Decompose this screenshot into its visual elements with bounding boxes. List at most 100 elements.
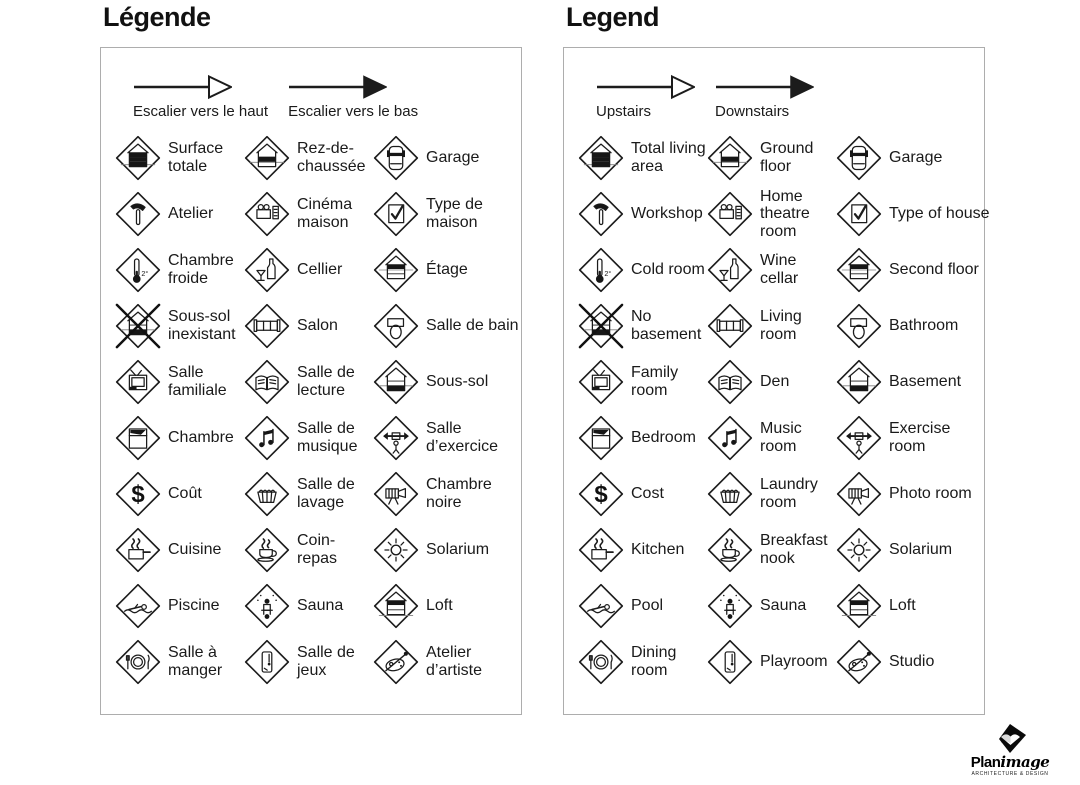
legend-item-label: Salle de musique <box>297 420 358 455</box>
legend-item-label: Wine cellar <box>760 252 799 287</box>
legend-item-home-theatre: Cinéma maison <box>244 186 373 242</box>
breakfast-nook-icon <box>707 527 753 573</box>
workshop-icon <box>578 191 624 237</box>
legend-item-sauna: Sauna <box>707 578 836 634</box>
legend-item-label: Chambre froide <box>168 252 234 287</box>
legend-item-label: Atelier <box>168 205 214 223</box>
legend-item-label: Studio <box>889 653 935 671</box>
legend-item-type-of-house: Type of house <box>836 186 991 242</box>
legend-item-label: Photo room <box>889 485 972 503</box>
bathroom-icon <box>836 303 882 349</box>
legend-item-home-theatre: Home theatre room <box>707 186 836 242</box>
stair-arrow-label: Downstairs <box>715 103 790 120</box>
legend-item-label: Chambre noire <box>426 476 492 511</box>
home-theatre-icon <box>707 191 753 237</box>
legend-item-label: Cuisine <box>168 541 222 559</box>
legend-item-label: Bathroom <box>889 317 959 335</box>
cold-room-icon: 2° <box>578 247 624 293</box>
cold-room-icon: 2° <box>115 247 161 293</box>
legend-item-type-of-house: Type de maison <box>373 186 528 242</box>
legend-item-solarium: Solarium <box>373 522 528 578</box>
legend-item-label: Laundry room <box>760 476 818 511</box>
legend-item-music-room: Salle de musique <box>244 410 373 466</box>
legend-item-solarium: Solarium <box>836 522 991 578</box>
legend-item-label: Type of house <box>889 205 990 223</box>
legend-item-label: Cinéma maison <box>297 196 353 231</box>
legend-item-laundry-room: Salle de lavage <box>244 466 373 522</box>
pool-icon <box>578 583 624 629</box>
legend-item-cold-room: 2° Cold room <box>578 242 707 298</box>
upstairs-arrow-icon <box>134 74 232 100</box>
legend-item-dining-room: Salle à manger <box>115 634 244 690</box>
legend-item-ground-floor: Ground floor <box>707 130 836 186</box>
svg-text:2°: 2° <box>141 270 148 278</box>
music-room-icon <box>707 415 753 461</box>
logo-word-image: image <box>1000 753 1050 771</box>
stair-arrows: Escalier vers le haut Escalier vers le ba… <box>133 74 521 120</box>
legend-item-breakfast-nook: Coin-repas <box>244 522 373 578</box>
legend-item-label: Basement <box>889 373 962 391</box>
legend-item-playroom: Playroom <box>707 634 836 690</box>
legend-item-laundry-room: Laundry room <box>707 466 836 522</box>
legend-item-kitchen: Cuisine <box>115 522 244 578</box>
exercise-room-icon <box>373 415 419 461</box>
second-floor-icon <box>836 247 882 293</box>
legend-item-label: Solarium <box>889 541 953 559</box>
legend-item-playroom: Salle de jeux <box>244 634 373 690</box>
solarium-icon <box>373 527 419 573</box>
living-room-icon <box>707 303 753 349</box>
home-theatre-icon <box>244 191 290 237</box>
legend-item-label: Sauna <box>297 597 344 615</box>
legend-item-total-area: Surface totale <box>115 130 244 186</box>
svg-text:$: $ <box>131 481 144 508</box>
legend-item-label: Second floor <box>889 261 979 279</box>
studio-icon <box>836 639 882 685</box>
legend-item-label: Piscine <box>168 597 220 615</box>
legend-item-label: Salle d’exercice <box>426 420 499 455</box>
legend-item-music-room: Music room <box>707 410 836 466</box>
total-area-icon <box>578 135 624 181</box>
stair-arrow-outline: Upstairs <box>596 74 695 120</box>
legend-item-label: Solarium <box>426 541 490 559</box>
legend-item-label: Atelier d’artiste <box>426 644 483 679</box>
no-basement-icon <box>115 303 161 349</box>
svg-text:2°: 2° <box>604 270 611 278</box>
legend-item-kitchen: Kitchen <box>578 522 707 578</box>
legend-item-label: Garage <box>426 149 480 167</box>
legend-panel-english: Upstairs Downstairs Total living area Groun… <box>563 47 990 715</box>
legend-panel-french: Escalier vers le haut Escalier vers le ba… <box>100 47 522 715</box>
legend-item-second-floor: Étage <box>373 242 528 298</box>
stair-arrow-filled: Downstairs <box>715 74 814 120</box>
legend-item-bedroom: Bedroom <box>578 410 707 466</box>
second-floor-icon <box>373 247 419 293</box>
studio-icon <box>373 639 419 685</box>
legend-item-label: Sauna <box>760 597 807 615</box>
wine-cellar-icon <box>707 247 753 293</box>
legend-item-label: Cold room <box>631 261 705 279</box>
logo-word-plan: Plan <box>970 754 1001 771</box>
legend-item-loft: Loft <box>836 578 991 634</box>
legend-item-label: Living room <box>760 308 802 343</box>
den-icon <box>707 359 753 405</box>
ground-floor-icon <box>707 135 753 181</box>
legend-item-label: Sous-sol inexistant <box>168 308 236 343</box>
music-room-icon <box>244 415 290 461</box>
legend-item-breakfast-nook: Breakfast nook <box>707 522 836 578</box>
legend-item-label: Ground floor <box>760 140 814 175</box>
legend-item-no-basement: No basement <box>578 298 707 354</box>
legend-item-workshop: Atelier <box>115 186 244 242</box>
legend-item-cold-room: 2° Chambre froide <box>115 242 244 298</box>
legend-item-label: Music room <box>760 420 802 455</box>
legend-item-sauna: Sauna <box>244 578 373 634</box>
type-of-house-icon <box>373 191 419 237</box>
legend-item-bathroom: Salle de bain <box>373 298 528 354</box>
family-room-icon <box>115 359 161 405</box>
legend-item-bathroom: Bathroom <box>836 298 991 354</box>
living-room-icon <box>244 303 290 349</box>
legend-item-label: Breakfast nook <box>760 532 828 567</box>
loft-icon <box>373 583 419 629</box>
legend-item-workshop: Workshop <box>578 186 707 242</box>
legend-item-exercise-room: Exercise room <box>836 410 991 466</box>
planimage-logo-mark <box>999 724 1026 753</box>
legend-item-family-room: Salle familiale <box>115 354 244 410</box>
